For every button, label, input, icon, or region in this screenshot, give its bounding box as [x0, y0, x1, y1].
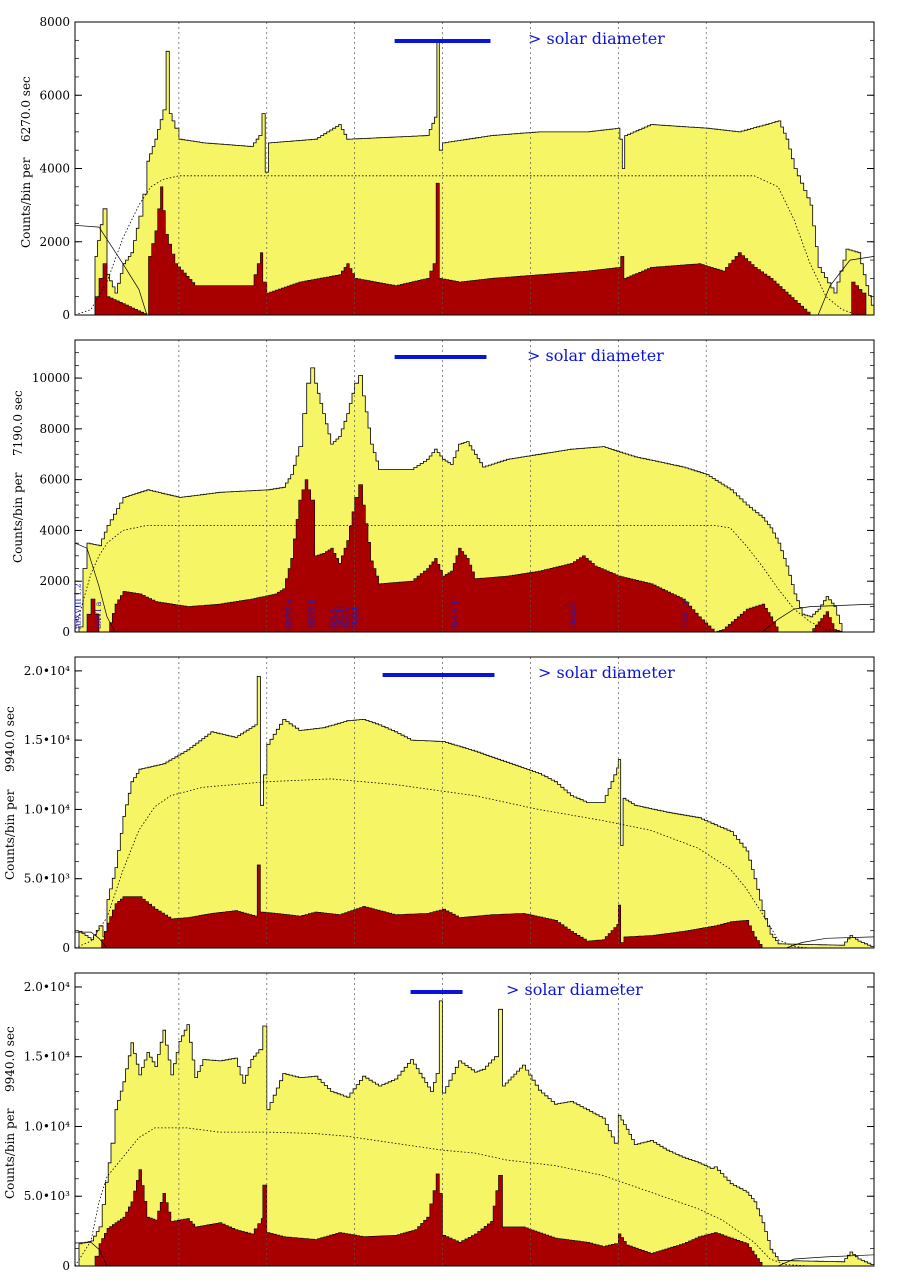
panel-4-background-left — [74, 1241, 108, 1267]
panel-3-plot-area: 0 5.0•10³ 1.0•10⁴ 1.5•10⁴ 2.0•10⁴ — [24, 656, 875, 955]
panel-1-total-spectrum — [75, 39, 875, 316]
panel-2-total-spectrum — [75, 367, 874, 633]
panel-1-ylabel-counts: Counts/bin per — [19, 157, 33, 248]
panel-3-ylabel-counts: Counts/bin per — [3, 789, 17, 880]
panel-2-element-label-6: SiXIII — [336, 606, 345, 629]
panel-2-ytick-label-5: 8000 — [39, 422, 70, 436]
panel-4-ylabel-exposure: 9940.0 sec — [3, 1026, 17, 1092]
panel-3-total-spectrum — [75, 676, 875, 949]
panel-4-frame — [74, 972, 875, 1267]
panel-3-ytick-label-5: 2.0•10⁴ — [24, 664, 70, 678]
panel-2-element-label-7: SiXIV — [343, 606, 352, 629]
panel-2-background-right — [761, 603, 875, 633]
panel-4-total-spectrum — [75, 1000, 875, 1267]
panel-2-element-label-1: ArXVIII 1,2 — [73, 583, 82, 630]
panel-2-element-label-2: SXVI a — [94, 601, 103, 629]
panel-3-ytick-label-1: 0 — [62, 941, 70, 955]
panel-3-background-right — [785, 936, 875, 949]
panel-1-model-curve — [74, 175, 874, 316]
panel-1-line-spectrum — [75, 182, 874, 316]
panel-2-ylabel-exposure: 7190.0 sec — [11, 390, 25, 456]
panel-3-ytick-label-4: 1.5•10⁴ — [24, 733, 70, 747]
panel-2-line-spectrum — [75, 479, 874, 633]
panel-4: 0 5.0•10³ 1.0•10⁴ 1.5•10⁴ 2.0•10⁴ Counts/bin… — [3, 972, 875, 1273]
panel-1-ylabel-exposure: 6270.0 sec — [19, 76, 33, 142]
panel-1-background-left — [74, 224, 148, 316]
panel-2-element-label-9: SiXIV b — [451, 599, 460, 629]
panel-1-ytick-label-1: 0 — [62, 308, 70, 322]
panel-3-ytick-label-2: 5.0•10³ — [24, 872, 70, 886]
panel-1: 0 2000 4000 6000 8000 Counts/bin per 6270.0 … — [19, 15, 875, 322]
panel-2-background-left — [74, 542, 116, 633]
panel-1-background-right — [817, 256, 875, 316]
panel-4-diameter-label: > solar diameter — [506, 980, 643, 999]
panel-2-diameter-label: > solar diameter — [527, 346, 664, 365]
panel-3-frame — [74, 656, 875, 949]
panel-3-line-spectrum — [75, 864, 874, 949]
panel-4-ytick-label-4: 1.5•10⁴ — [24, 1050, 70, 1064]
panel-1-ytick-label-2: 2000 — [39, 235, 70, 249]
panel-2: 0 2000 4000 6000 8000 10000 ArXVIII 1,2 SXVI a S… — [11, 339, 875, 639]
panel-2-element-label-3: SiXVI a — [285, 599, 294, 629]
panel-3-model-curve — [74, 778, 874, 949]
panel-3-ylabel-exposure: 9940.0 sec — [3, 706, 17, 772]
panel-2-ytick-label-4: 6000 — [39, 473, 70, 487]
panel-2-ytick-label-2: 2000 — [39, 574, 70, 588]
panel-2-element-label-5: SiXIV — [328, 606, 337, 629]
panel-4-ytick-label-3: 1.0•10⁴ — [24, 1119, 70, 1133]
panel-2-element-label-8: MgXI — [350, 607, 359, 629]
panel-2-plot-area: 0 2000 4000 6000 8000 10000 ArXVIII 1,2 SXVI a S… — [32, 339, 875, 639]
panel-2-element-label-4: SiXVI b — [308, 599, 317, 629]
panel-4-line-spectrum — [75, 1169, 874, 1267]
panel-1-ytick-label-5: 8000 — [39, 15, 70, 29]
panel-2-ylabel-counts: Counts/bin per — [11, 472, 25, 563]
panel-2-frame — [74, 339, 875, 633]
panel-4-ylabel-counts: Counts/bin per — [3, 1108, 17, 1199]
panel-4-ytick-label-2: 5.0•10³ — [24, 1189, 70, 1203]
panel-4-ytick-label-5: 2.0•10⁴ — [24, 980, 70, 994]
panel-4-model-curve — [74, 1127, 874, 1267]
panel-1-plot-area: 0 2000 4000 6000 8000 — [39, 15, 875, 322]
panel-1-diameter-label: > solar diameter — [528, 29, 665, 48]
panel-3: 0 5.0•10³ 1.0•10⁴ 1.5•10⁴ 2.0•10⁴ Counts/bin… — [3, 656, 875, 955]
panel-4-ytick-label-1: 0 — [62, 1259, 70, 1273]
panel-2-element-label-11: NeX Ly — [681, 599, 690, 629]
panel-2-element-label-10: FeXXV — [568, 602, 577, 629]
panel-1-ytick-label-3: 4000 — [39, 162, 70, 176]
panel-2-ytick-label-6: 10000 — [32, 371, 70, 385]
panel-3-background-left — [75, 931, 108, 949]
panel-4-plot-area: 0 5.0•10³ 1.0•10⁴ 1.5•10⁴ 2.0•10⁴ — [24, 972, 875, 1273]
panel-3-ytick-label-3: 1.0•10⁴ — [24, 802, 70, 816]
panel-1-ytick-label-4: 6000 — [39, 88, 70, 102]
panel-2-model-curve — [74, 525, 874, 633]
panel-3-diameter-label: > solar diameter — [538, 663, 675, 682]
panel-2-ytick-label-1: 0 — [62, 625, 70, 639]
panel-2-ytick-label-3: 4000 — [39, 523, 70, 537]
panel-4-background-right — [777, 1254, 875, 1267]
